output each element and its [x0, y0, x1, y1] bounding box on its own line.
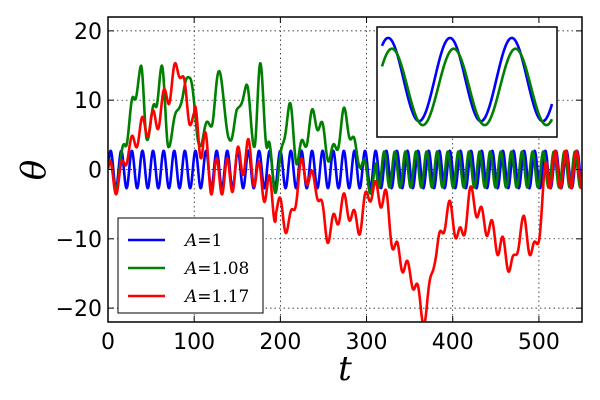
x-tick-label: 0: [101, 330, 115, 355]
y-tick-label: 20: [74, 20, 102, 45]
series-line-2: [108, 62, 582, 195]
legend-label-3: A=1.17: [183, 287, 249, 307]
x-tick-label: 100: [173, 330, 215, 355]
inset-line-2: [380, 47, 554, 127]
y-tick-label: 10: [74, 89, 102, 114]
series-line-1: [108, 149, 582, 190]
legend: A=1 A=1.08 A=1.17: [117, 217, 264, 314]
x-axis-label: t: [338, 349, 352, 389]
y-tick-label: −20: [56, 297, 102, 322]
inset-frame: [376, 26, 558, 138]
inset-plot: [376, 26, 558, 138]
legend-label-2: A=1.08: [183, 259, 249, 279]
ticks: [107, 17, 582, 322]
x-tick-label: 500: [518, 330, 560, 355]
series-lines: [108, 61, 582, 322]
legend-label-1: A=1: [183, 231, 222, 251]
y-tick-label: −10: [56, 228, 102, 253]
x-tick-label: 200: [259, 330, 301, 355]
y-tick-label: 0: [88, 159, 102, 184]
x-tick-label: 400: [432, 330, 474, 355]
series-line-3: [108, 61, 582, 322]
x-tick-label: 300: [346, 330, 388, 355]
y-axis-label: θ: [14, 160, 54, 180]
